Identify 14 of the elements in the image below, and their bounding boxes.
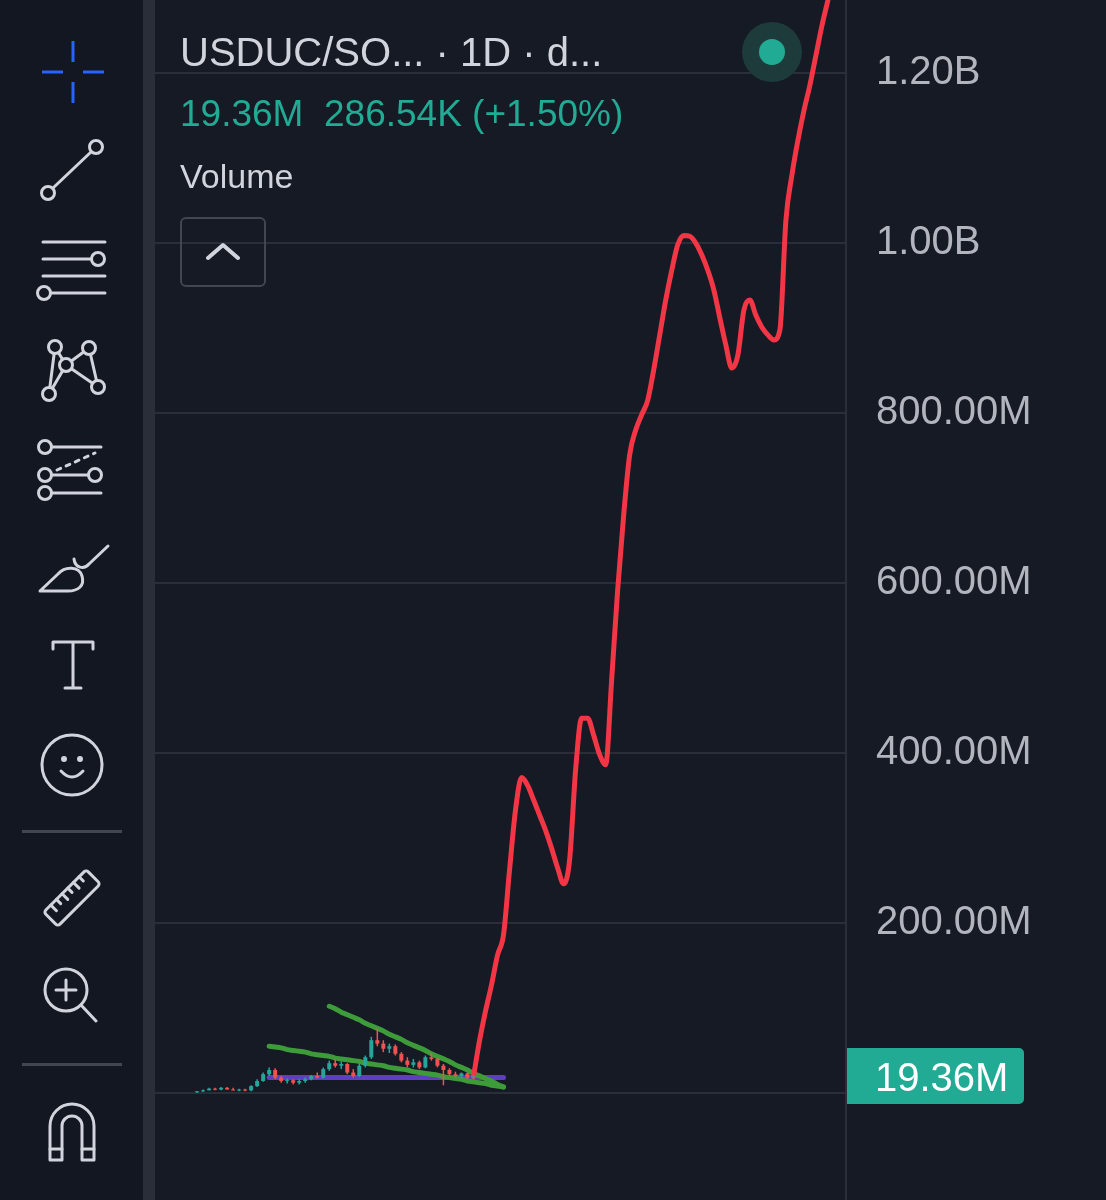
y-tick-label: 400.00M <box>876 728 1032 773</box>
y-tick-label: 600.00M <box>876 558 1032 603</box>
y-tick-label: 1.00B <box>876 218 981 263</box>
text: 19.36M <box>847 1048 1025 1105</box>
text: USDUC/SO... · 1D · d... <box>180 30 603 74</box>
text: 19.36M 286.54K (+1.50%) <box>180 93 624 134</box>
y-tick-label: 800.00M <box>876 388 1032 433</box>
candlestick <box>285 1077 290 1085</box>
y-tick-label: 200.00M <box>876 897 1032 942</box>
collapse-button[interactable] <box>180 217 266 287</box>
candlestick <box>369 1036 374 1060</box>
candlestick <box>441 1063 446 1087</box>
annotation: Volume <box>180 157 294 195</box>
y-tick-label: 1.20B <box>876 48 981 93</box>
